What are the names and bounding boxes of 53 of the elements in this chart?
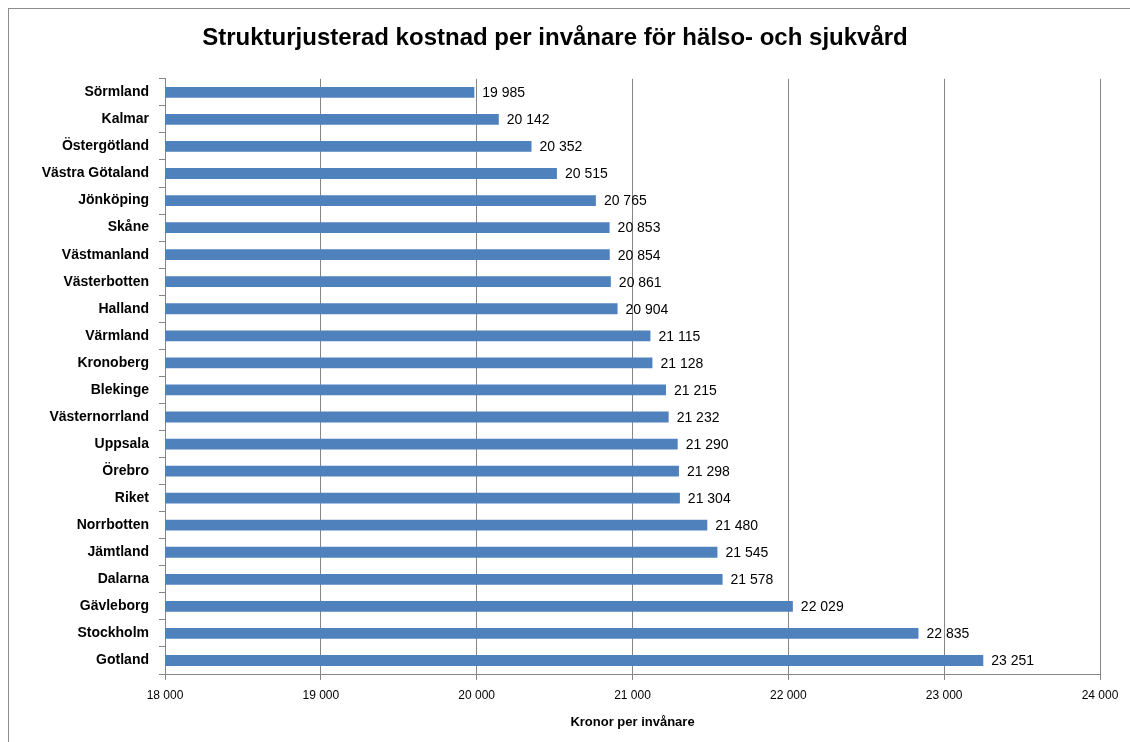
data-label: 20 904 [625, 300, 669, 317]
chart-title: Strukturjusterad kostnad per invånare för hälso- och sjukvård [202, 23, 908, 51]
data-label: 20 853 [617, 219, 661, 236]
y-tick-label: Blekinge [90, 380, 150, 397]
data-label: 22 835 [926, 625, 970, 642]
data-label: 20 352 [539, 138, 583, 155]
data-label: 23 251 [991, 652, 1035, 669]
x-axis-title: Kronor per invånare [570, 713, 695, 729]
y-tick-label: Västra Götaland [41, 164, 149, 181]
data-label: 21 545 [725, 544, 769, 561]
data-label: 21 232 [676, 408, 720, 425]
y-tick-label: Västerbotten [63, 272, 149, 289]
data-label: 22 029 [800, 598, 844, 615]
y-tick-label: Uppsala [94, 434, 150, 451]
data-label: 20 142 [506, 111, 550, 128]
x-tick-label: 20 000 [458, 687, 496, 702]
data-label: 21 115 [658, 327, 701, 344]
data-label: 21 480 [715, 517, 759, 534]
y-tick-label: Kronoberg [77, 353, 149, 370]
y-tick-label: Örebro [102, 461, 149, 478]
y-tick-label: Sörmland [84, 83, 149, 100]
x-tick-label: 18 000 [146, 687, 184, 702]
x-tick-label: 23 000 [925, 687, 963, 702]
y-tick-label: Norrbotten [76, 516, 149, 533]
y-tick-label: Gotland [96, 651, 149, 668]
y-tick-label: Stockholm [77, 624, 149, 641]
y-tick-label: Östergötland [61, 137, 149, 154]
x-tick-label: 22 000 [769, 687, 808, 702]
y-tick-label: Västmanland [61, 245, 149, 262]
y-tick-label: Jämtland [87, 543, 149, 560]
data-label: 20 515 [564, 165, 608, 182]
data-label: 21 298 [686, 462, 730, 479]
y-tick-label: Västernorrland [49, 407, 149, 424]
data-label: 19 985 [482, 84, 526, 101]
y-tick-label: Skåne [107, 218, 150, 235]
y-tick-label: Värmland [85, 326, 149, 343]
y-tick-label: Gävleborg [79, 597, 149, 614]
data-label: 20 765 [603, 192, 647, 209]
y-tick-label: Riket [114, 489, 150, 505]
y-tick-label: Dalarna [97, 570, 150, 587]
data-label: 21 215 [674, 381, 718, 398]
data-label: 20 861 [618, 273, 662, 290]
data-label: 21 304 [687, 490, 731, 506]
data-label: 20 854 [617, 246, 661, 263]
y-tick-label: Jönköping [78, 191, 149, 208]
y-tick-label: Halland [98, 299, 149, 316]
y-tick-label: Kalmar [101, 110, 150, 127]
x-tick-label: 24 000 [1081, 687, 1119, 702]
x-tick-label: 19 000 [302, 687, 340, 702]
data-label: 21 290 [685, 435, 729, 452]
data-label: 21 578 [730, 571, 774, 588]
x-tick-label: 21 000 [614, 687, 652, 702]
data-label: 21 128 [660, 354, 704, 371]
